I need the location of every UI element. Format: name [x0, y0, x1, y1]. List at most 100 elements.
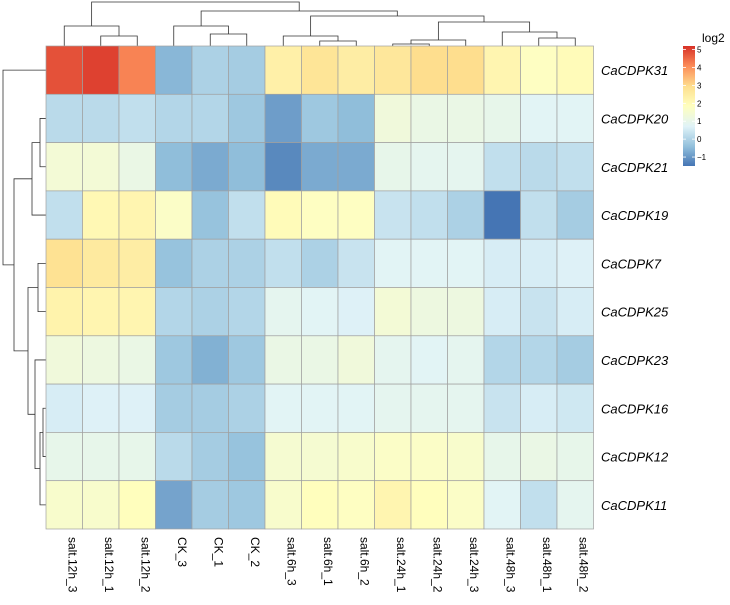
column-label: salt.12h_3	[65, 537, 79, 593]
heatmap-cell	[228, 383, 266, 433]
heatmap-cell	[228, 190, 266, 240]
heatmap-cell	[520, 480, 558, 530]
heatmap-cell	[191, 190, 229, 240]
heatmap-cell	[337, 432, 375, 482]
dendrogram-branch	[319, 40, 357, 46]
heatmap-cell	[483, 335, 521, 385]
dendrogram-branch	[27, 287, 38, 415]
dendrogram-branch	[34, 359, 46, 470]
legend-tick-label: 1	[697, 117, 702, 126]
heatmap-cell	[447, 432, 485, 482]
heatmap-cell	[301, 238, 339, 288]
heatmap-cell	[118, 335, 156, 385]
heatmap-cell	[191, 45, 229, 95]
row-label: CaCDPK12	[601, 450, 669, 465]
heatmap-cell	[447, 383, 485, 433]
dendrogram-branch	[39, 118, 46, 168]
heatmap-cell	[374, 93, 412, 143]
heatmap-cell	[45, 238, 83, 288]
heatmap-cell	[301, 142, 339, 192]
dendrogram-branch	[13, 178, 32, 352]
heatmap-cell	[483, 238, 521, 288]
heatmap-cell	[520, 238, 558, 288]
heatmap-cell	[447, 45, 485, 95]
heatmap-cell	[374, 238, 412, 288]
heatmap-cell	[82, 335, 120, 385]
heatmap-cell	[45, 93, 83, 143]
column-dendrogram	[63, 1, 576, 46]
heatmap-cell	[264, 432, 302, 482]
legend-tick-label: 3	[697, 81, 702, 90]
heatmap-cell	[191, 238, 229, 288]
row-label: CaCDPK16	[601, 401, 669, 416]
heatmap-cell	[374, 335, 412, 385]
legend-title: log2	[702, 31, 725, 45]
heatmap-cell	[155, 432, 193, 482]
heatmap-cell	[118, 190, 156, 240]
column-label: salt.24h_1	[394, 537, 408, 593]
heatmap-cell	[155, 238, 193, 288]
heatmap-cell	[264, 238, 302, 288]
heatmap-cell	[410, 93, 448, 143]
heatmap-cell	[410, 383, 448, 433]
heatmap-cell	[118, 93, 156, 143]
column-label: salt.24h_2	[430, 537, 444, 593]
column-label: CK_1	[211, 537, 225, 567]
row-dendrogram	[2, 69, 46, 506]
column-label: salt.48h_1	[540, 537, 554, 593]
heatmap-cell	[82, 383, 120, 433]
heatmap-cell	[301, 335, 339, 385]
heatmap-cell	[483, 93, 521, 143]
heatmap-cell	[337, 93, 375, 143]
heatmap-cell	[264, 335, 302, 385]
heatmap-cell	[301, 432, 339, 482]
heatmap-cell	[410, 287, 448, 337]
heatmap-cell	[118, 432, 156, 482]
dendrogram-branch	[2, 69, 46, 266]
heatmap-cell	[45, 142, 83, 192]
heatmap-cell	[228, 93, 266, 143]
heatmap-cell	[520, 45, 558, 95]
legend-tick-label: 5	[697, 46, 702, 55]
legend-tick-label: −1	[697, 153, 707, 162]
heatmap-cell	[155, 480, 193, 530]
heatmap-cell	[301, 383, 339, 433]
heatmap-cell	[82, 45, 120, 95]
dendrogram-branch	[209, 33, 248, 46]
column-label: salt.12h_1	[102, 537, 116, 593]
row-label: CaCDPK23	[601, 353, 669, 368]
heatmap-cell	[45, 335, 83, 385]
dendrogram-branch	[37, 262, 46, 313]
heatmap-cell	[264, 287, 302, 337]
column-labels: salt.12h_3 salt.12h_1 salt.12h_2 CK_3 CK_1 CK…	[65, 537, 590, 593]
heatmap-cell	[45, 287, 83, 337]
heatmap-cell	[483, 432, 521, 482]
heatmap-cell	[520, 93, 558, 143]
heatmap-cell	[410, 238, 448, 288]
legend-tick-label: 2	[697, 99, 702, 108]
heatmap-cell	[264, 190, 302, 240]
heatmap-cell	[337, 480, 375, 530]
heatmap-cell	[82, 93, 120, 143]
heatmap-cell	[556, 480, 594, 530]
heatmap-cell	[264, 480, 302, 530]
heatmap-cell	[374, 142, 412, 192]
heatmap-cell	[45, 383, 83, 433]
heatmap-cell	[337, 45, 375, 95]
heatmap-cell	[556, 93, 594, 143]
heatmap-cell	[337, 190, 375, 240]
heatmap-cell	[301, 190, 339, 240]
heatmap-cell	[374, 287, 412, 337]
heatmap-cell	[264, 383, 302, 433]
heatmap-cell	[228, 238, 266, 288]
heatmap-cell	[45, 480, 83, 530]
heatmap-cell	[556, 383, 594, 433]
heatmap-cell	[45, 45, 83, 95]
heatmap-cell	[520, 287, 558, 337]
dendrogram-branch	[310, 15, 485, 36]
heatmap-cell	[82, 238, 120, 288]
dendrogram-branch	[200, 10, 398, 26]
row-label: CaCDPK21	[601, 160, 668, 175]
heatmap-cell	[228, 480, 266, 530]
heatmap-cell	[191, 432, 229, 482]
